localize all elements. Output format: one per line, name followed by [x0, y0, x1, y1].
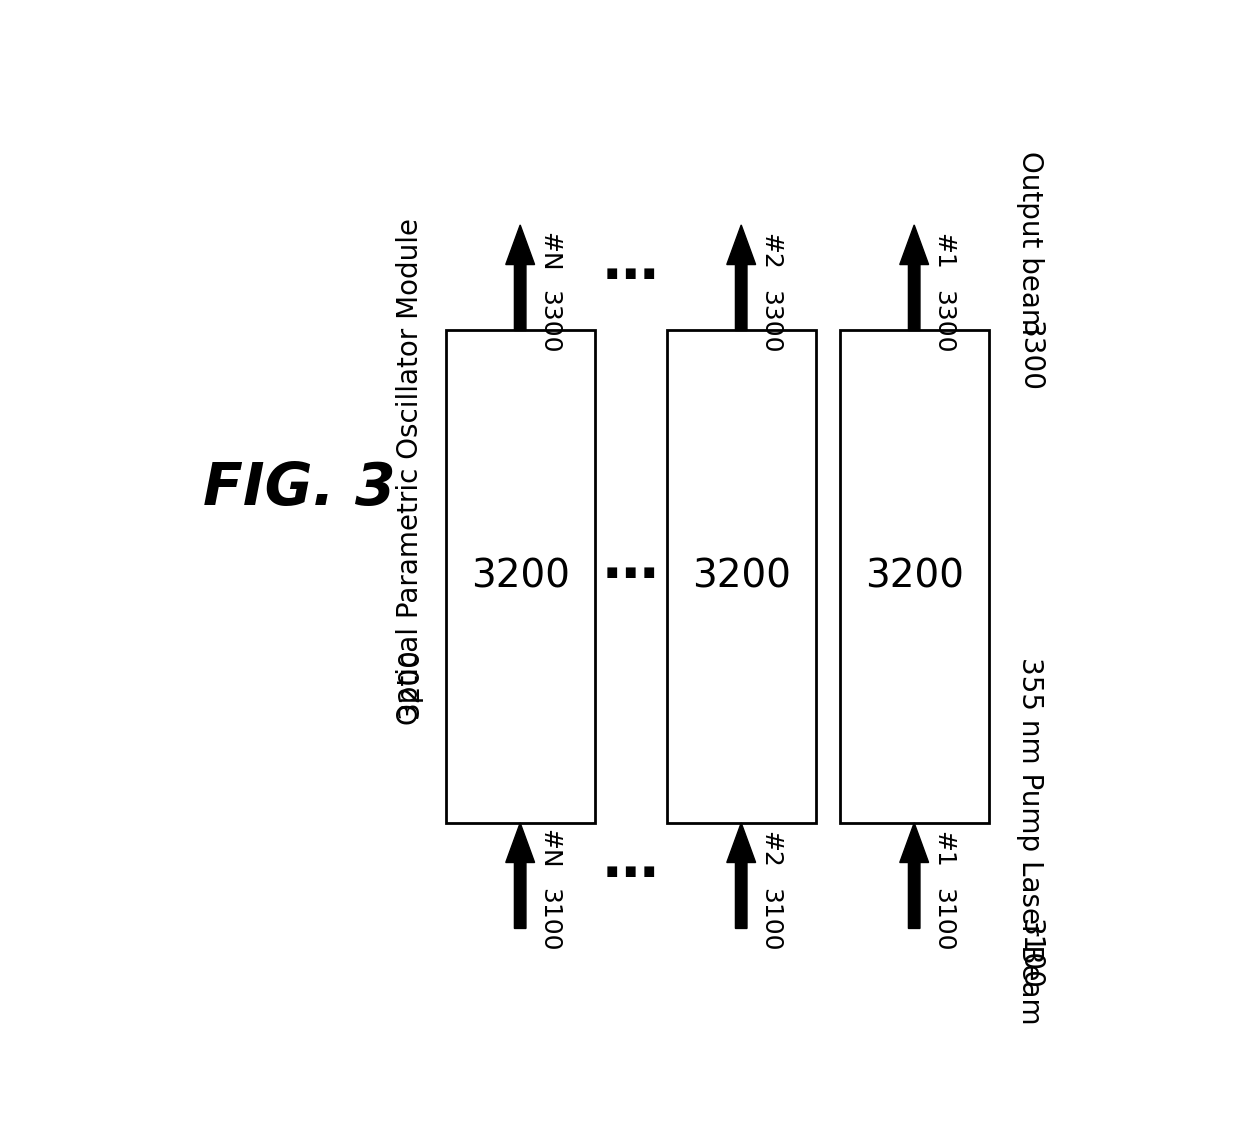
Text: #N: #N — [537, 829, 562, 869]
FancyArrow shape — [727, 225, 755, 330]
FancyArrow shape — [900, 225, 929, 330]
Text: #1: #1 — [931, 233, 956, 270]
Text: 3200: 3200 — [864, 557, 963, 596]
Text: 3200: 3200 — [396, 646, 424, 717]
Text: 3100: 3100 — [759, 887, 782, 951]
Text: 3100: 3100 — [931, 887, 956, 951]
Text: ⋯: ⋯ — [603, 549, 658, 604]
Text: #2: #2 — [759, 831, 782, 868]
Bar — [667, 330, 816, 823]
Text: 3300: 3300 — [1016, 321, 1044, 393]
Text: 3300: 3300 — [759, 290, 782, 354]
Text: 3300: 3300 — [537, 290, 562, 354]
FancyArrow shape — [506, 225, 534, 330]
FancyArrow shape — [506, 823, 534, 928]
Bar — [839, 330, 988, 823]
Text: FIG. 3: FIG. 3 — [203, 460, 396, 517]
Text: ⋯: ⋯ — [603, 849, 658, 902]
Text: #2: #2 — [759, 233, 782, 270]
Bar — [445, 330, 595, 823]
Text: 3200: 3200 — [692, 557, 791, 596]
FancyArrow shape — [900, 823, 929, 928]
Text: 3100: 3100 — [537, 887, 562, 951]
Text: 3100: 3100 — [1016, 919, 1044, 990]
Text: #1: #1 — [931, 831, 956, 868]
Text: Optical Parametric Oscillator Module: Optical Parametric Oscillator Module — [396, 218, 424, 725]
Text: 3300: 3300 — [931, 290, 956, 354]
FancyArrow shape — [727, 823, 755, 928]
Text: #N: #N — [537, 232, 562, 271]
Text: 3200: 3200 — [471, 557, 569, 596]
Text: 355 nm Pump Laser Beam: 355 nm Pump Laser Beam — [1016, 657, 1044, 1024]
Text: ⋯: ⋯ — [603, 251, 658, 305]
Text: Output beam: Output beam — [1016, 151, 1044, 335]
